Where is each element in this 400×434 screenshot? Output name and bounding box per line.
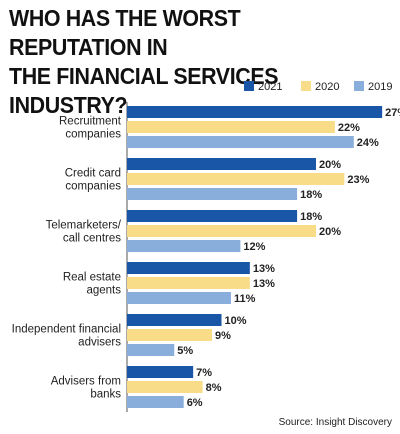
category-label-5-line-2: banks [90,389,121,401]
category-label-0-line-1: Recruitment [59,116,122,128]
bar-1-2020 [127,173,345,185]
data-label-5-2021: 7% [196,367,212,379]
legend-swatch-2019 [354,81,364,91]
data-label-3-2021: 13% [253,263,275,275]
category-label-1-line-1: Credit card [65,168,121,180]
data-label-4-2021: 10% [225,315,247,327]
data-label-2-2019: 12% [243,241,265,253]
bar-4-2019 [127,344,175,356]
legend-label-2019: 2019 [368,81,392,93]
bar-3-2021 [127,262,250,274]
data-label-1-2020: 23% [347,174,369,186]
data-label-0-2019: 24% [357,137,379,149]
bar-3-2020 [127,277,250,289]
data-label-5-2019: 6% [187,397,203,409]
bar-0-2019 [127,136,354,148]
bar-2-2021 [127,210,298,222]
data-label-5-2020: 8% [206,382,222,394]
chart-title-line-1: WHO HAS THE WORST REPUTATION IN [9,5,241,60]
data-label-1-2021: 20% [319,159,341,171]
legend-label-2021: 2021 [258,81,282,93]
category-label-4-line-1: Independent financial [12,324,121,336]
bar-0-2021 [127,106,383,118]
bar-4-2020 [127,329,213,341]
data-label-0-2021: 27% [385,107,400,119]
category-label-3-line-2: agents [86,285,121,297]
data-label-4-2020: 9% [215,330,231,342]
data-label-0-2020: 22% [338,122,360,134]
chart-title: WHO HAS THE WORST REPUTATION IN THE FINA… [9,4,367,120]
legend-swatch-2021 [244,81,254,91]
data-label-1-2019: 18% [300,189,322,201]
data-label-2-2021: 18% [300,211,322,223]
category-label-2-line-1: Telemarketers/ [46,220,122,232]
bar-1-2019 [127,188,298,200]
category-label-3-line-1: Real estate [63,272,121,284]
category-label-0-line-2: companies [65,129,121,141]
bar-5-2021 [127,366,194,378]
bar-1-2021 [127,158,316,170]
data-label-2-2020: 20% [319,226,341,238]
data-label-3-2020: 13% [253,278,275,290]
legend-label-2020: 2020 [315,81,339,93]
category-label-1-line-2: companies [65,181,121,193]
chart-title-line-2: THE FINANCIAL SERVICES INDUSTRY? [9,63,279,118]
bar-4-2021 [127,314,222,326]
bar-3-2019 [127,292,231,304]
data-label-4-2019: 5% [177,345,193,357]
bar-0-2020 [127,121,335,133]
legend-swatch-2020 [301,81,311,91]
bar-5-2020 [127,381,203,393]
bar-2-2019 [127,240,241,252]
category-label-5-line-1: Advisers from [51,376,121,388]
category-label-4-line-2: advisers [78,337,121,349]
data-label-3-2019: 11% [234,293,256,305]
category-label-2-line-2: call centres [63,233,121,245]
bar-2-2020 [127,225,316,237]
bar-5-2019 [127,396,184,408]
source-note: Source: Insight Discovery [278,417,392,428]
